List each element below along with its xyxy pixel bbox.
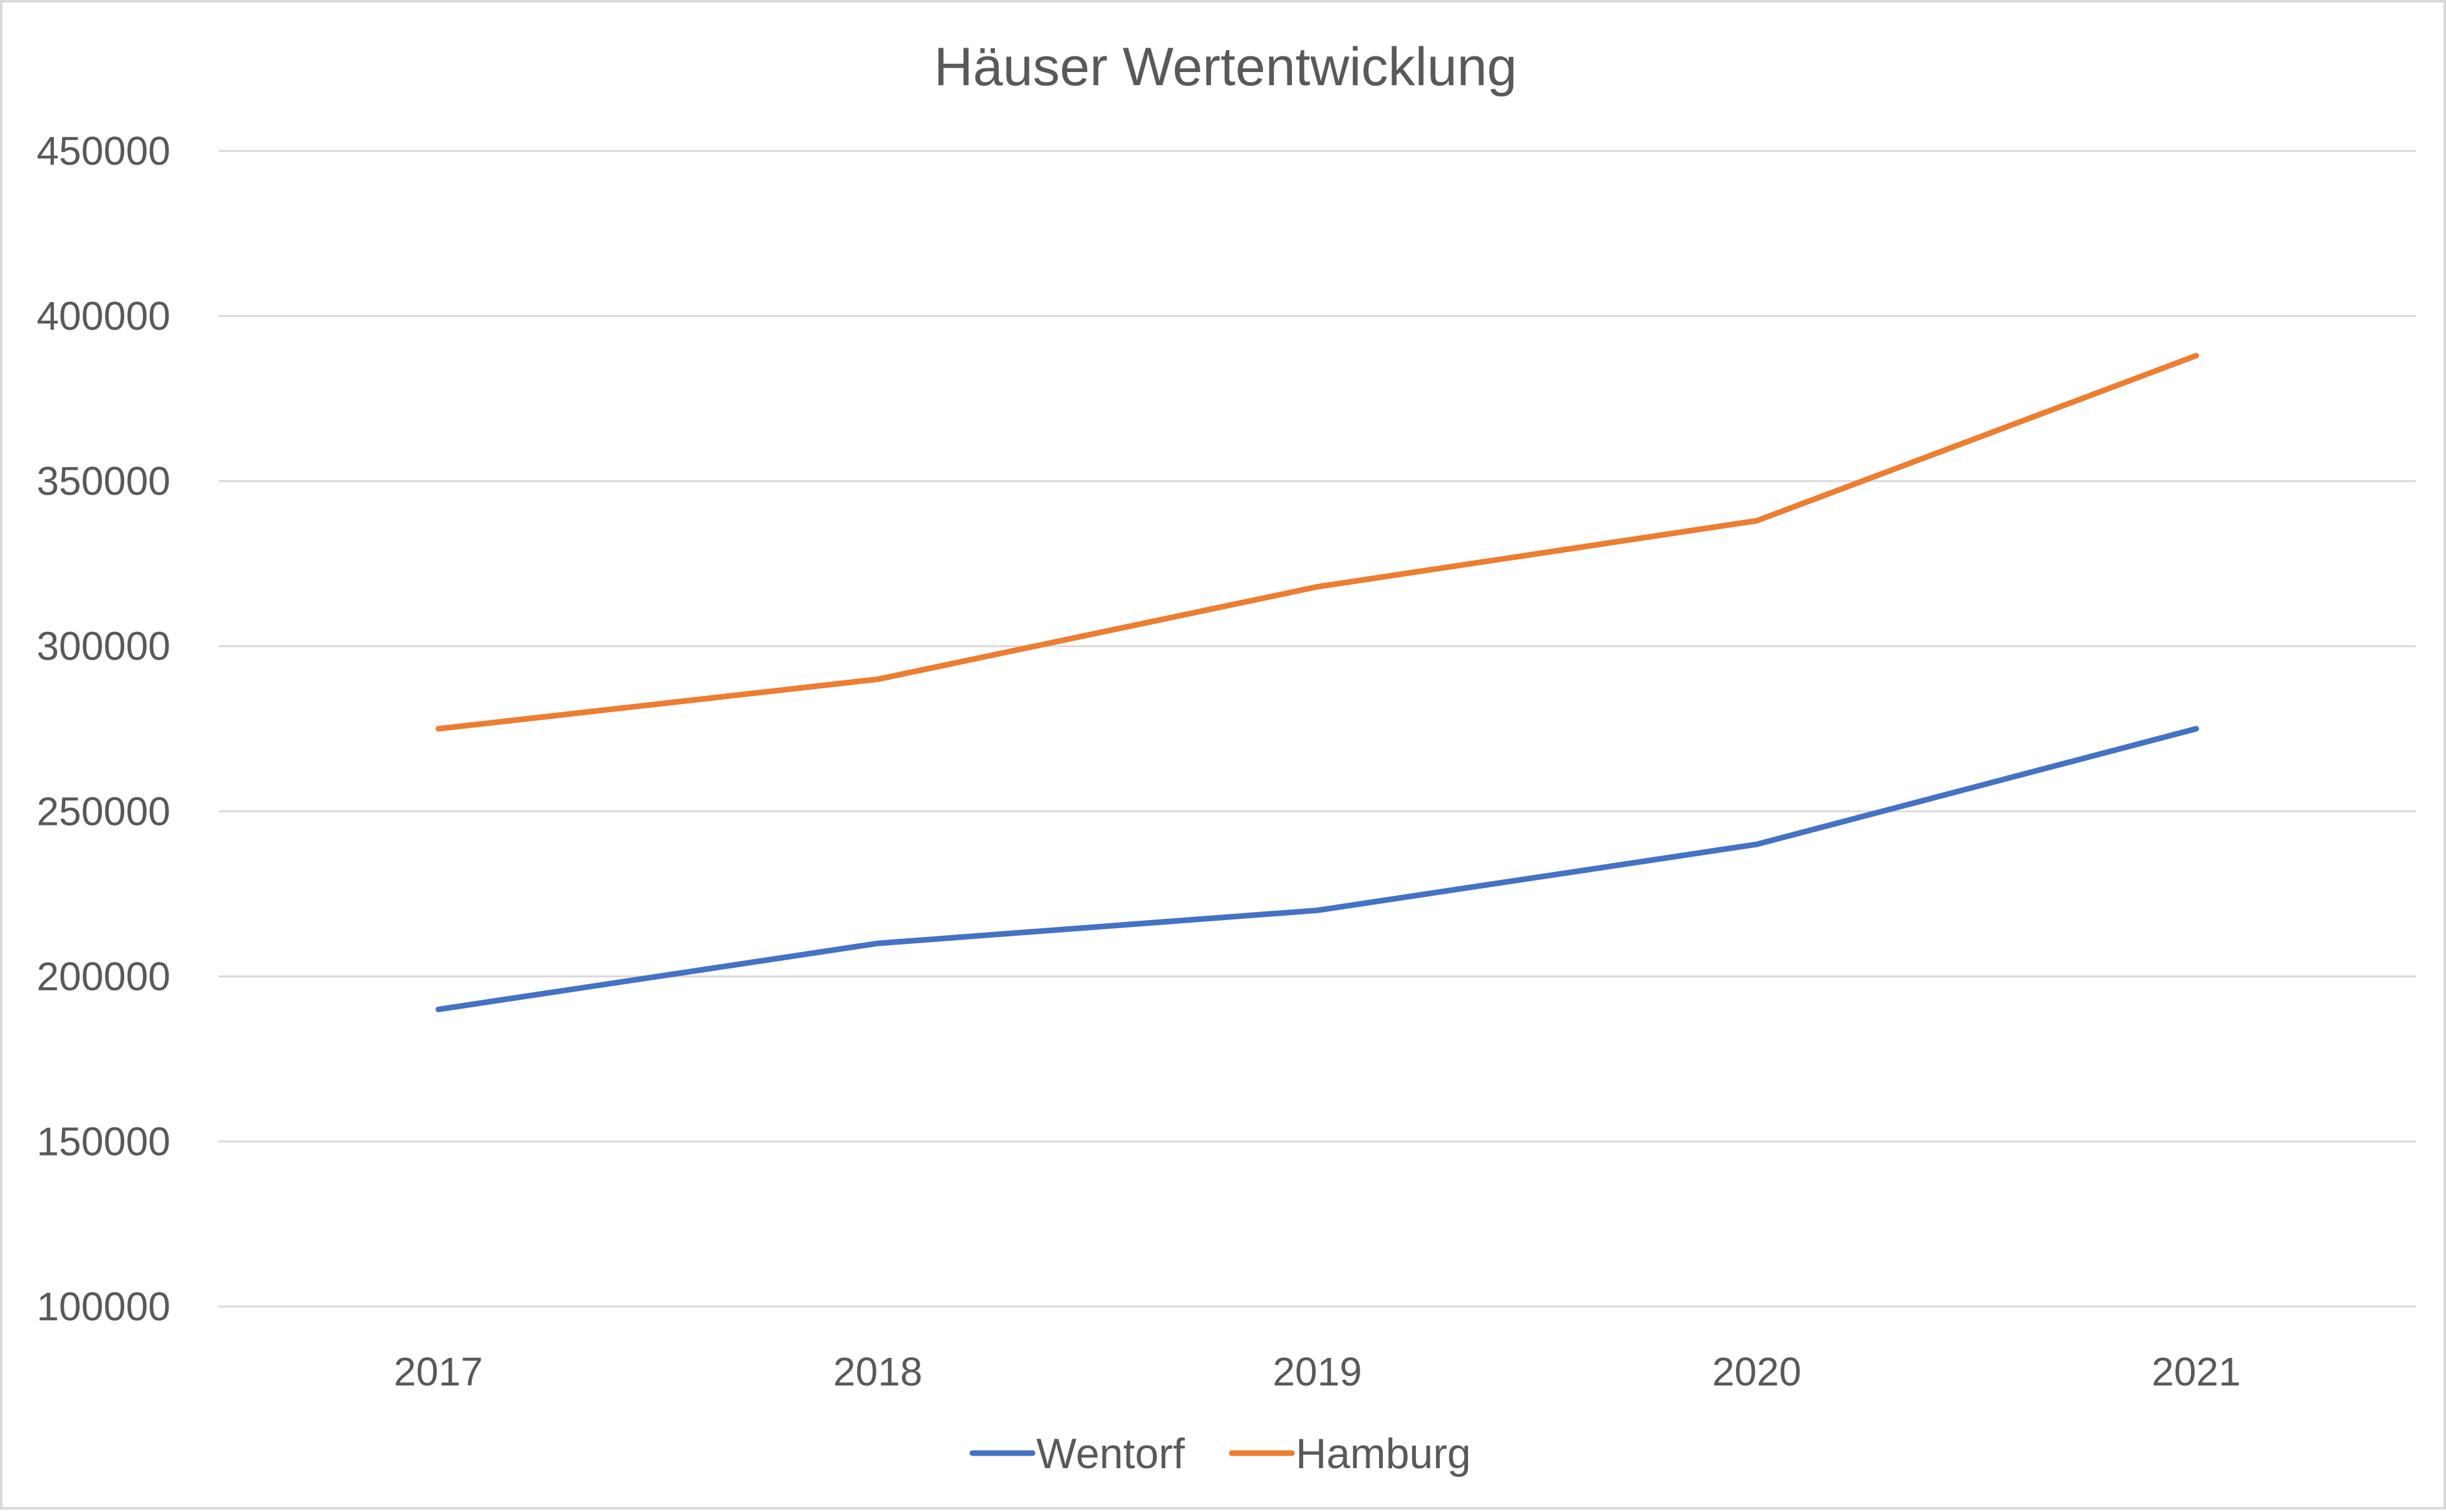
x-tick-label: 2021 [2152,1349,2240,1394]
gridlines [219,150,2416,1308]
x-axis-ticks: 2017 2018 2019 2020 2021 [394,1349,2241,1394]
legend-label-hamburg: Hamburg [1296,1430,1471,1478]
y-tick-label: 350000 [36,458,170,504]
y-tick-label: 150000 [36,1119,170,1164]
x-tick-label: 2019 [1272,1349,1361,1394]
y-tick-label: 450000 [36,128,170,173]
series-line-wentorf [435,726,2199,1013]
y-tick-label: 100000 [36,1284,170,1329]
line-chart: 100000 150000 200000 250000 300000 350000 4000… [36,128,2416,1478]
x-tick-label: 2020 [1712,1349,1801,1394]
y-axis-ticks: 100000 150000 200000 250000 300000 350000 4000… [36,128,170,1329]
x-tick-label: 2017 [394,1349,483,1394]
y-tick-label: 200000 [36,954,170,999]
legend-label-wentorf: Wentorf [1036,1430,1185,1478]
chart-title: Häuser Wertentwicklung [934,37,1517,97]
series-lines [435,353,2199,1013]
series-line-hamburg [435,353,2199,732]
y-tick-label: 400000 [36,294,170,339]
y-tick-label: 300000 [36,624,170,669]
legend: Wentorf Hamburg [969,1430,1471,1478]
y-tick-label: 250000 [36,789,170,834]
x-tick-label: 2018 [833,1349,922,1394]
